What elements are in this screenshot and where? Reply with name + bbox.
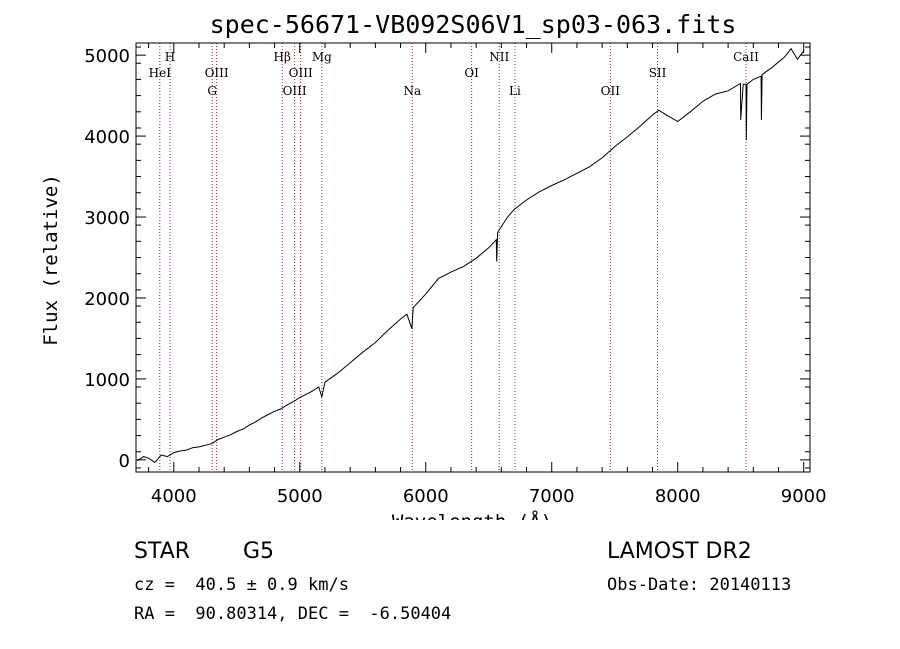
line-label-caii: CaII xyxy=(733,50,759,64)
x-axis-ticks: 4000 5000 6000 7000 8000 9000 xyxy=(148,43,827,507)
survey-name: LAMOST DR2 xyxy=(607,539,752,564)
object-class: STAR xyxy=(134,539,191,564)
plot-frame xyxy=(135,42,811,473)
line-label-li: Li xyxy=(509,84,521,98)
y-axis-label: Flux (relative) xyxy=(40,174,62,346)
line-label-na: Na xyxy=(403,84,421,98)
spectrum-chart: spec-56671-VB092S06V1_sp03-063.fits HeIH… xyxy=(40,10,827,520)
line-label-nii: NII xyxy=(489,50,509,64)
line-label-oi: OI xyxy=(464,66,479,80)
line-label-hβ: Hβ xyxy=(274,50,291,64)
chart-title: spec-56671-VB092S06V1_sp03-063.fits xyxy=(210,10,737,39)
x-tick-label: 7000 xyxy=(529,486,575,507)
x-tick-label: 6000 xyxy=(403,486,449,507)
line-label-g: G xyxy=(207,84,217,98)
line-label-h: H xyxy=(165,50,175,64)
y-axis-ticks: 0 1000 2000 3000 4000 5000 xyxy=(84,46,810,472)
y-tick-label: 1000 xyxy=(84,370,130,391)
line-label-hei: HeI xyxy=(149,66,172,80)
line-label-oii: OII xyxy=(601,84,621,98)
x-tick-label: 5000 xyxy=(277,486,323,507)
spectral-line-markers xyxy=(159,43,747,472)
observation-date: Obs-Date: 20140113 xyxy=(607,575,792,595)
line-label-sii: SII xyxy=(649,66,667,80)
x-tick-label: 8000 xyxy=(655,486,701,507)
line-label-oiii: OIII xyxy=(205,66,229,80)
spectral-line-labels: HeI H OIII G Hβ OIII OIII Mg Na OI NII Li OII SII CaII xyxy=(149,50,760,98)
object-subclass: G5 xyxy=(243,539,275,564)
x-axis-label: Wavelength (Å) xyxy=(392,510,552,520)
x-tick-label: 9000 xyxy=(781,486,827,507)
line-label-oiii: OIII xyxy=(289,66,313,80)
y-tick-label: 5000 xyxy=(84,46,130,67)
coordinates-readout: RA = 90.80314, DEC = -6.50404 xyxy=(134,604,452,624)
spectrum-series-line xyxy=(137,47,805,463)
line-label-oiii: OIII xyxy=(283,84,307,98)
line-label-mg: Mg xyxy=(312,50,332,64)
y-tick-label: 2000 xyxy=(84,289,130,310)
redshift-readout: cz = 40.5 ± 0.9 km/s xyxy=(134,575,349,595)
y-tick-label: 4000 xyxy=(84,127,130,148)
x-tick-label: 4000 xyxy=(151,486,197,507)
y-tick-label: 3000 xyxy=(84,208,130,229)
y-tick-label: 0 xyxy=(119,451,130,472)
